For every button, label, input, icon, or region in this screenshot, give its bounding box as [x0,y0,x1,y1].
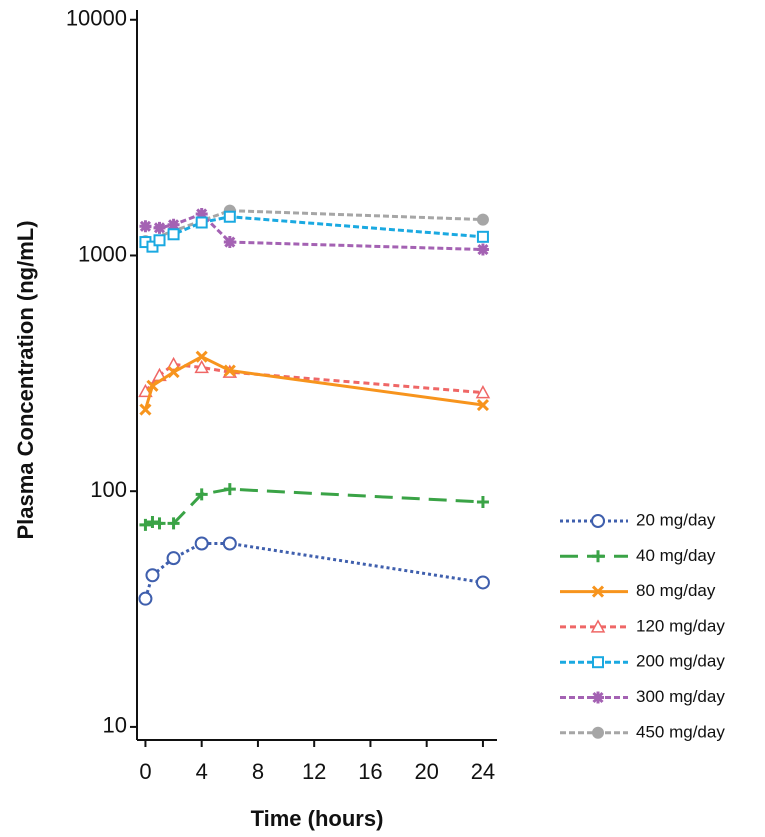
marker [145,568,160,583]
marker [476,398,489,412]
marker [476,243,489,256]
marker [476,213,489,226]
marker [139,518,152,531]
legend-label: 120 mg/day [636,616,725,635]
marker [476,495,489,508]
marker [223,364,236,377]
x-tick-label: 20 [414,759,438,784]
marker [195,488,208,501]
marker [222,536,237,551]
marker [475,575,490,590]
marker [146,240,159,253]
legend-label: 450 mg/day [636,722,725,741]
legend-marker [592,726,604,739]
marker [194,536,209,551]
y-tick-label: 100 [90,477,127,502]
legend-label: 80 mg/day [636,581,716,600]
legend-label: 200 mg/day [636,652,725,671]
marker [139,403,152,416]
marker [167,366,180,379]
marker [476,230,489,243]
legend-marker [592,691,604,704]
marker [153,517,166,530]
marker [167,517,180,530]
x-tick-label: 12 [302,759,326,784]
x-tick-label: 0 [139,759,151,784]
series [138,536,490,606]
legend-marker [590,619,606,633]
legend-label: 300 mg/day [636,687,725,706]
x-tick-label: 24 [471,759,495,784]
marker [195,207,208,220]
marker [138,591,153,606]
x-tick-label: 4 [196,759,208,784]
y-axis-title: Plasma Concentration (ng/mL) [13,220,38,539]
series [139,207,489,256]
marker [194,359,209,374]
legend-marker [592,656,604,669]
marker [139,220,152,233]
legend-marker [591,585,605,598]
marker [475,385,491,399]
x-tick-label: 8 [252,759,264,784]
series-line [144,541,484,600]
legend-label: 20 mg/day [636,510,716,529]
series [139,483,489,531]
y-tick-label: 1000 [78,241,127,266]
y-tick-label: 10 [103,713,127,738]
series [139,204,489,248]
legend-marker [591,514,605,528]
marker [167,228,180,241]
marker [195,216,208,229]
series [139,210,489,253]
series-line [144,362,484,395]
marker [166,551,181,566]
series [139,350,489,416]
series [138,356,491,399]
x-tick-label: 16 [358,759,382,784]
marker [166,356,181,371]
marker [153,234,166,247]
marker [153,221,166,234]
series-line [143,355,484,410]
marker [146,379,159,392]
marker [223,210,236,223]
marker [195,350,208,363]
marker [223,236,236,249]
marker [223,483,236,496]
legend-marker [592,550,604,563]
x-axis-title: Time (hours) [251,806,384,831]
y-tick-label: 10000 [66,6,127,31]
marker [167,218,180,231]
legend-label: 40 mg/day [636,546,716,565]
